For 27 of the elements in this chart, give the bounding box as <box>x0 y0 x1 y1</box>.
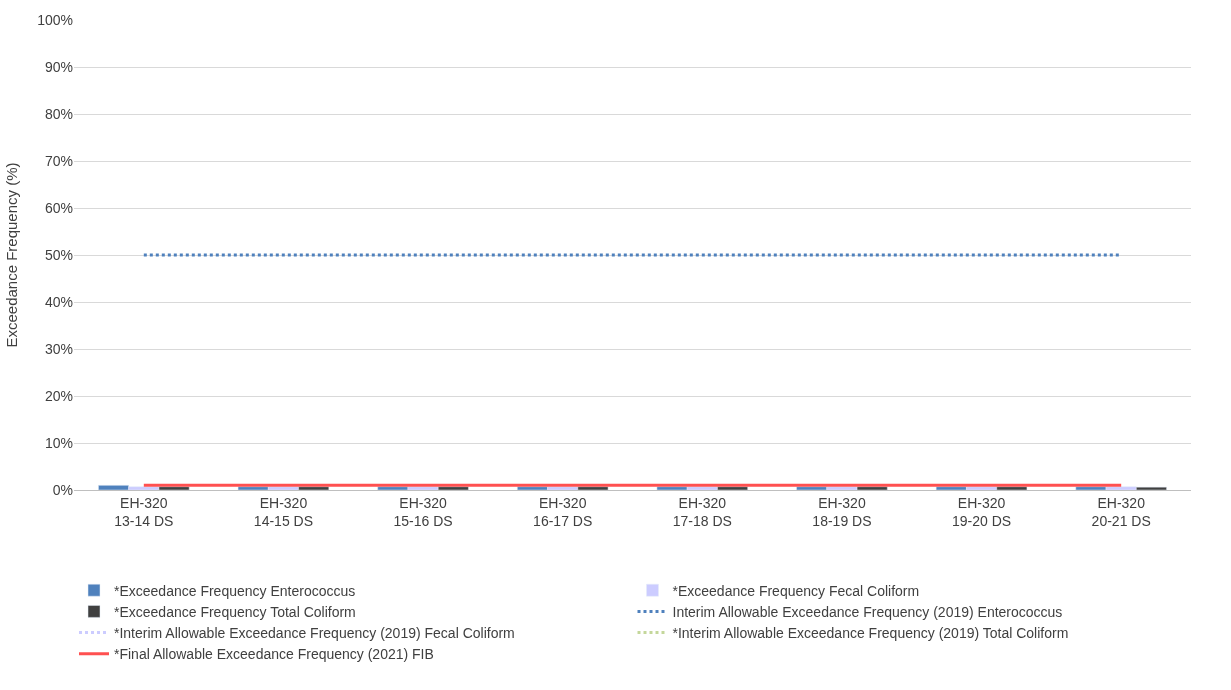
legend-label: *Exceedance Frequency Enterococcus <box>114 582 356 599</box>
legend-label: Interim Allowable Exceedance Frequency (2019) Enterococcus <box>672 603 1063 620</box>
x-tick-label: EH-320 16-17 DS <box>533 494 593 529</box>
legend-label: *Exceedance Frequency Total Coliform <box>114 603 356 620</box>
x-tick-label: EH-320 19-20 DS <box>951 494 1012 529</box>
legend-label: *Final Allowable Exceedance Frequency (2021) FIB <box>114 646 434 663</box>
y-tick-label: 50% <box>44 246 73 263</box>
legend-label: *Exceedance Frequency Fecal Coliform <box>672 582 920 599</box>
y-tick-label: 70% <box>44 152 73 169</box>
x-tick-label: EH-320 14-15 DS <box>253 494 314 529</box>
y-tick-label: 10% <box>44 434 73 451</box>
x-tick-label: EH-320 15-16 DS <box>393 494 453 529</box>
y-tick-label: 0% <box>52 481 73 498</box>
legend-label: *Interim Allowable Exceedance Frequency (2019) Total Coliform <box>672 625 1069 642</box>
y-tick-label: 20% <box>44 387 73 404</box>
x-tick-label: EH-320 20-21 DS <box>1091 494 1151 529</box>
x-tick-label: EH-320 17-18 DS <box>672 494 732 529</box>
x-tick-label: EH-320 18-19 DS <box>812 494 872 529</box>
y-tick-label: 90% <box>44 58 73 75</box>
y-tick-label: 100% <box>37 11 73 28</box>
y-tick-label: 40% <box>44 293 73 310</box>
y-axis-title: Exceedance Frequency (%) <box>3 162 21 348</box>
y-tick-label: 80% <box>44 105 73 122</box>
x-tick-label: EH-320 13-14 DS <box>114 494 174 529</box>
legend-label: *Interim Allowable Exceedance Frequency (2019) Fecal Coliform <box>114 625 515 642</box>
y-tick-label: 60% <box>44 199 73 216</box>
y-tick-label: 30% <box>44 340 73 357</box>
